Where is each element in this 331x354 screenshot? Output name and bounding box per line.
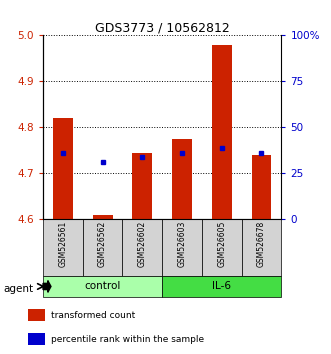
Text: GSM526602: GSM526602 <box>138 220 147 267</box>
Title: GDS3773 / 10562812: GDS3773 / 10562812 <box>95 21 230 34</box>
Bar <box>93 215 113 219</box>
Bar <box>122 219 162 275</box>
Bar <box>162 219 202 275</box>
Bar <box>172 139 192 219</box>
Bar <box>28 309 45 321</box>
Text: GSM526605: GSM526605 <box>217 220 226 267</box>
Bar <box>242 219 281 275</box>
Text: IL-6: IL-6 <box>212 281 231 291</box>
Text: transformed count: transformed count <box>51 311 135 320</box>
Bar <box>132 153 152 219</box>
Text: GSM526603: GSM526603 <box>177 220 187 267</box>
Text: agent: agent <box>3 284 33 293</box>
Bar <box>83 219 122 275</box>
Text: control: control <box>84 281 121 291</box>
Text: GSM526678: GSM526678 <box>257 220 266 267</box>
Bar <box>252 155 271 219</box>
Text: GSM526561: GSM526561 <box>58 220 68 267</box>
Bar <box>53 118 73 219</box>
FancyArrow shape <box>43 281 51 292</box>
Text: GSM526562: GSM526562 <box>98 220 107 267</box>
Bar <box>212 45 232 219</box>
Bar <box>162 275 281 297</box>
Bar <box>28 333 45 345</box>
Text: percentile rank within the sample: percentile rank within the sample <box>51 335 204 344</box>
Bar <box>202 219 242 275</box>
Bar <box>43 275 162 297</box>
Bar <box>43 219 83 275</box>
